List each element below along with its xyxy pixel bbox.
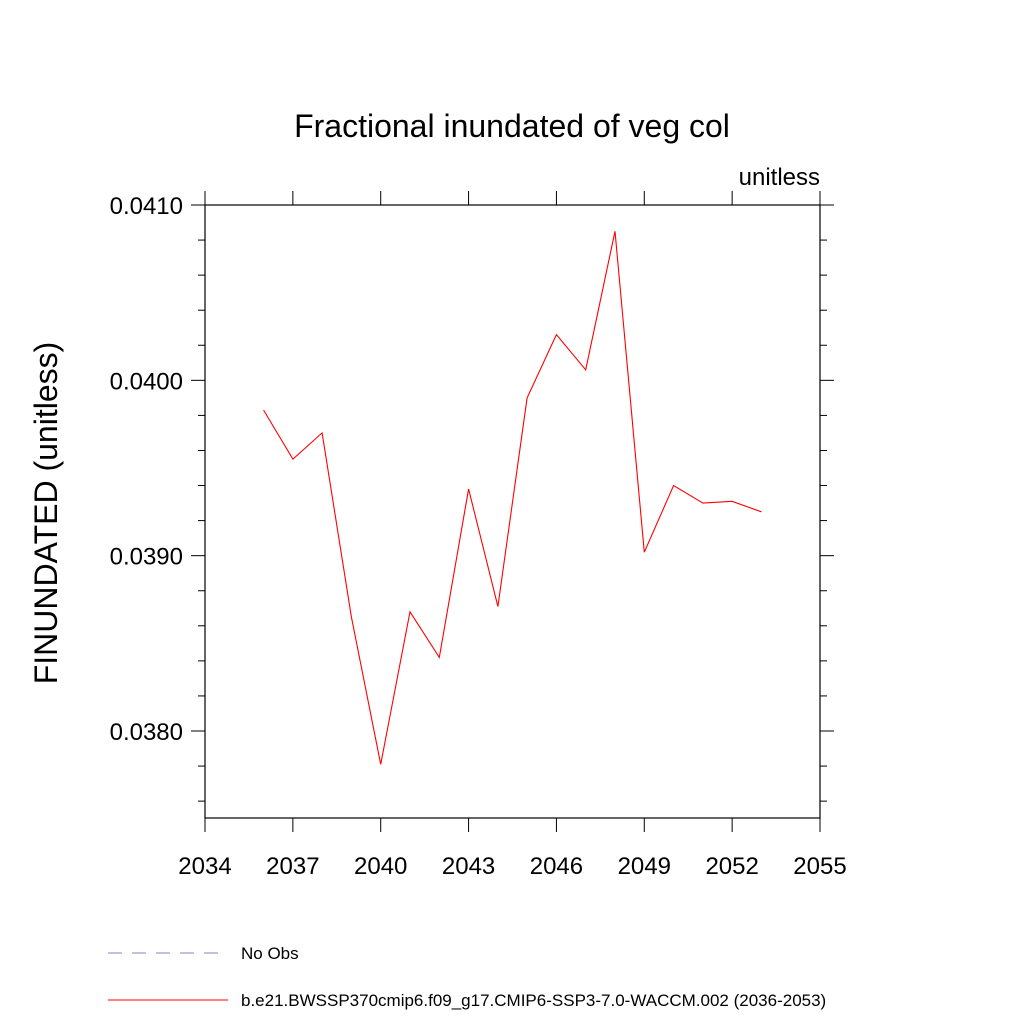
legend-label: b.e21.BWSSP370cmip6.f09_g17.CMIP6-SSP3-7… xyxy=(241,991,826,1010)
legend-label: No Obs xyxy=(241,944,299,963)
x-tick-label: 2055 xyxy=(793,853,846,880)
x-tick-label: 2049 xyxy=(618,853,671,880)
legend: No Obs b.e21.BWSSP370cmip6.f09_g17.CMIP6-… xyxy=(108,944,826,1010)
series-layer xyxy=(263,231,762,765)
y-tick-label: 0.0400 xyxy=(110,368,183,395)
chart-title: Fractional inundated of veg col xyxy=(294,108,730,144)
x-tick-label: 2043 xyxy=(442,853,495,880)
x-tick-label: 2040 xyxy=(354,853,407,880)
series-line xyxy=(263,231,762,765)
x-tick-label: 2046 xyxy=(530,853,583,880)
x-tick-label: 2037 xyxy=(266,853,319,880)
x-tick-label: 2052 xyxy=(705,853,758,880)
axes: 0.0380 0.0390 0.0400 0.0410 2034 2037 2040 2043… xyxy=(110,191,847,880)
x-tick-label: 2034 xyxy=(178,853,231,880)
y-axis-label: FINUNDATED (unitless) xyxy=(28,342,64,685)
y-tick-label: 0.0390 xyxy=(110,544,183,571)
y-tick-label: 0.0410 xyxy=(110,193,183,220)
units-label: unitless xyxy=(739,164,820,191)
plot-frame xyxy=(204,204,821,819)
y-tick-label: 0.0380 xyxy=(110,719,183,746)
